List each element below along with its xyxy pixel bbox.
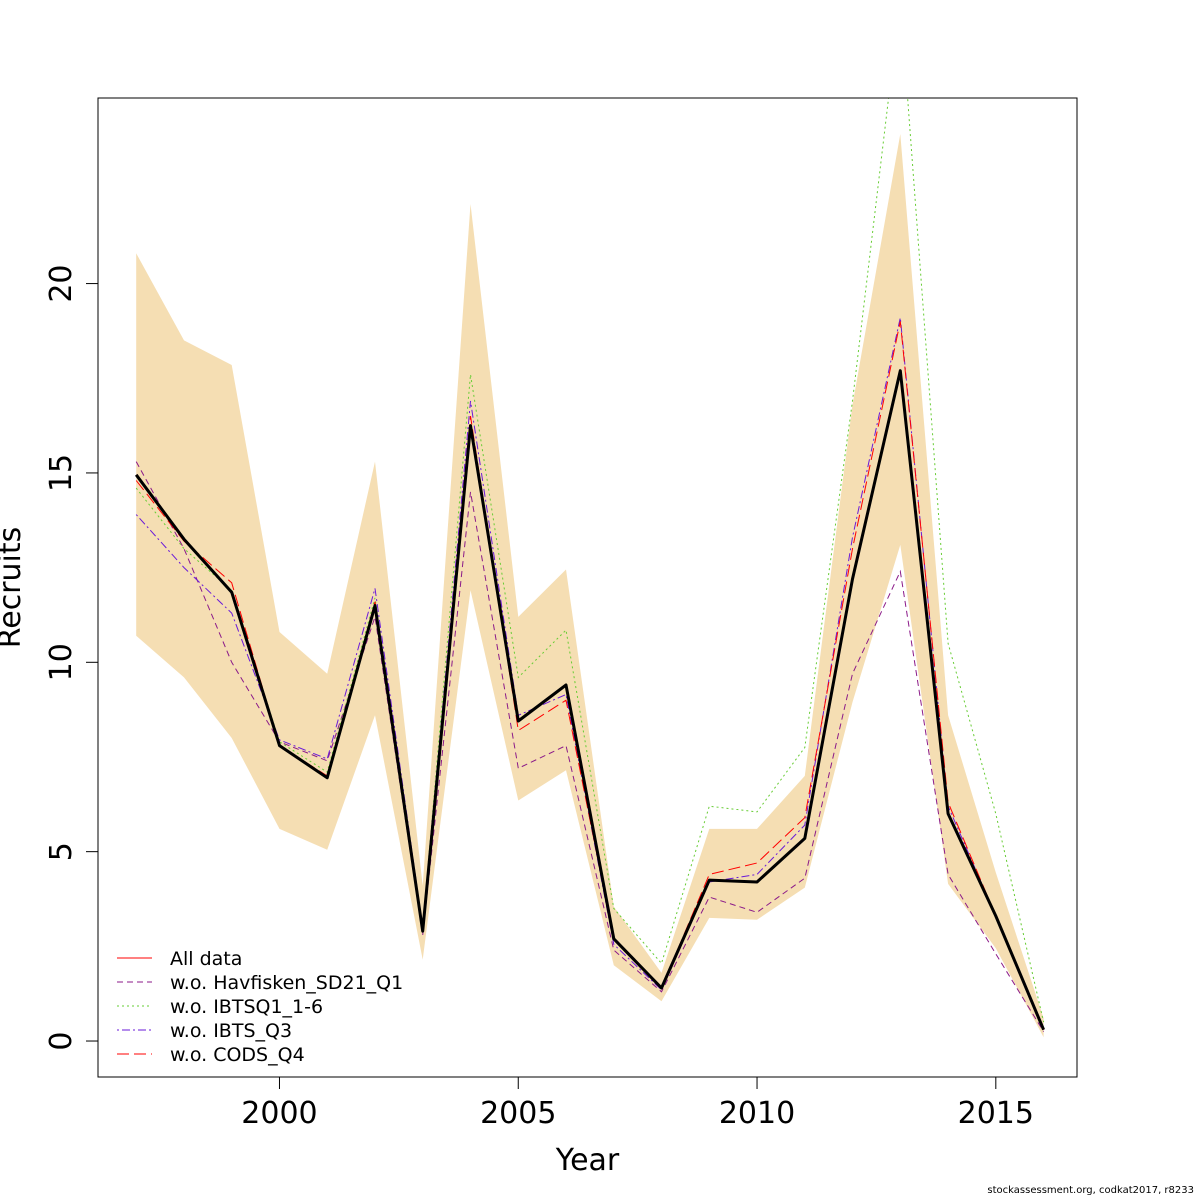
main-estimate-line [134,369,1045,1031]
confidence-band [136,134,1044,1038]
y-tick-label-0: 0 [44,1031,79,1050]
series-line-2 [135,461,1045,1032]
x-tick-label-2010: 2010 [719,1096,795,1131]
y-axis: 0 5 10 15 20 [44,264,99,1051]
x-tick-label-2005: 2005 [480,1096,556,1131]
main-estimate-path [134,369,1045,1031]
series-line-4 [135,317,1045,1030]
x-axis-title: Year [555,1143,620,1178]
legend-label-5: w.o. CODS_Q4 [170,1044,305,1066]
y-tick-label-15: 15 [44,454,79,492]
legend-label-4: w.o. IBTS_Q3 [170,1020,292,1042]
x-tick-label-2015: 2015 [958,1096,1034,1131]
legend-label-2: w.o. Havfisken_SD21_Q1 [170,972,403,994]
legend-label-3: w.o. IBTSQ1_1-6 [170,996,323,1018]
x-tick-label-2000: 2000 [241,1096,317,1131]
confidence-band-area [136,134,1044,1038]
y-tick-label-5: 5 [44,842,79,861]
y-tick-label-10: 10 [44,643,79,681]
legend-label-1: All data [170,948,242,970]
footer-credit: stockassessment.org, codkat2017, r8233 [987,1185,1194,1196]
x-axis: 2000 2005 2010 2015 [241,1076,1034,1131]
y-tick-label-20: 20 [44,264,79,302]
y-axis-title: Recruits [0,527,28,649]
